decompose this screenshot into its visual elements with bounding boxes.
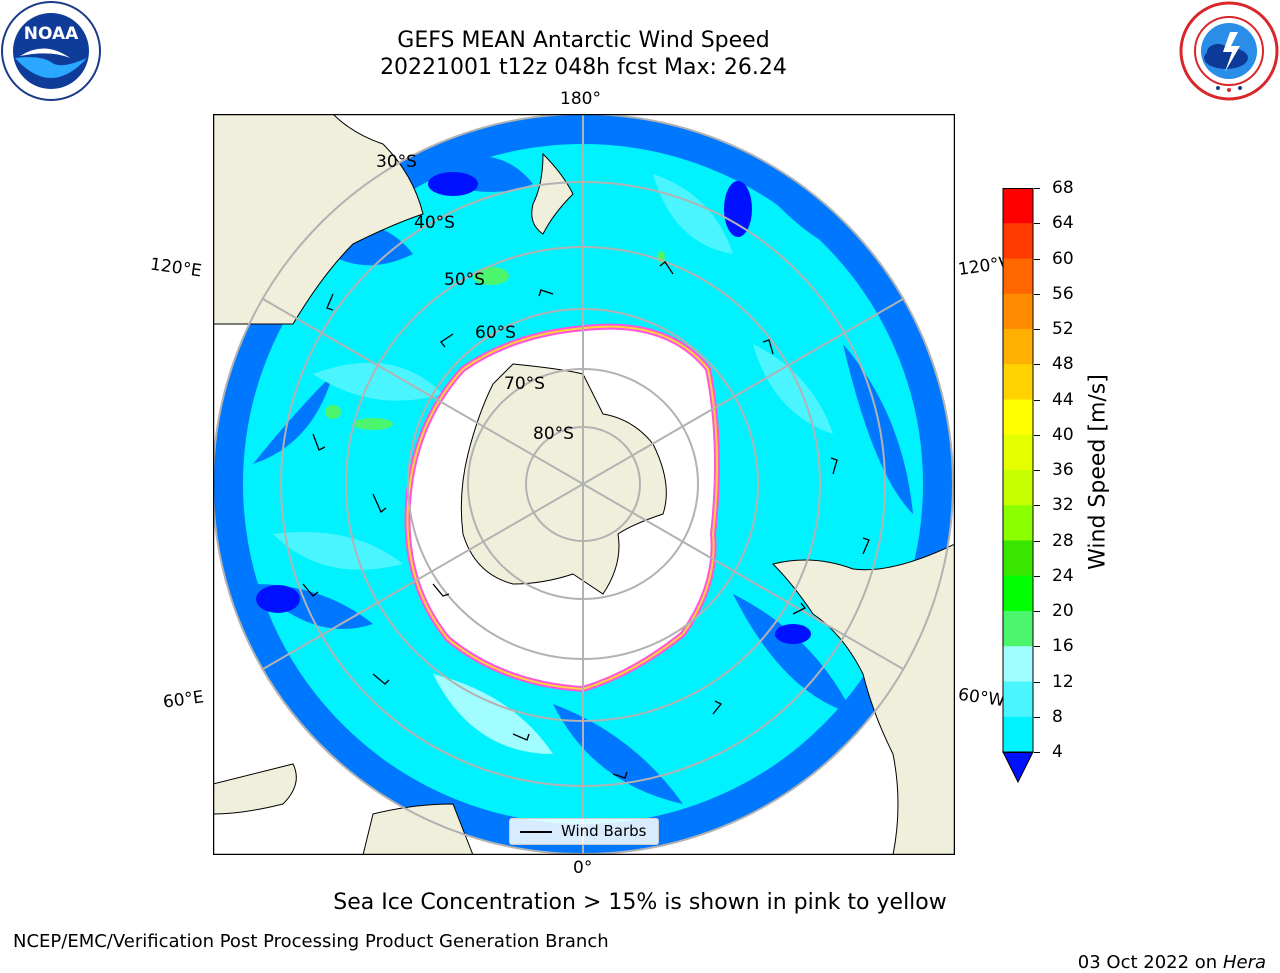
wind-barbs-legend-label: Wind Barbs	[561, 822, 647, 840]
colorbar-band	[1003, 399, 1033, 436]
colorbar-label: Wind Speed [m/s]	[1085, 374, 1111, 570]
lon-label-upper-left: 120°E	[148, 254, 203, 282]
wind-barbs-legend-line	[520, 831, 552, 833]
lat-label-50s: 50°S	[444, 270, 485, 290]
chart-title-line2: 20221001 t12z 048h fcst Max: 26.24	[380, 55, 787, 80]
wind-barbs-legend: Wind Barbs	[509, 818, 659, 845]
colorbar-tick-label: 28	[1052, 530, 1074, 551]
lon-label-bottom: 0°	[573, 858, 593, 878]
colorbar-tick-label: 68	[1052, 178, 1074, 198]
colorbar-tick-mark	[1034, 470, 1040, 471]
colorbar-tick-label: 44	[1052, 389, 1074, 410]
colorbar-tick-label: 20	[1052, 601, 1074, 621]
colorbar-band	[1003, 505, 1033, 541]
colorbar-band	[1003, 434, 1033, 471]
lon-label-top: 180°	[560, 89, 601, 109]
sea-ice-note: Sea Ice Concentration > 15% is shown in …	[333, 890, 947, 915]
footer-left: NCEP/EMC/Verification Post Processing Pr…	[13, 931, 609, 952]
colorbar-tick-mark	[1034, 329, 1040, 330]
colorbar-tick-mark	[1034, 681, 1040, 683]
footer-machine: Hera	[1222, 952, 1266, 973]
colorbar-band	[1003, 646, 1033, 682]
colorbar-band	[1003, 293, 1033, 330]
colorbar-tick-mark	[1034, 575, 1040, 577]
colorbar-tick-mark	[1034, 399, 1040, 401]
colorbar-tick-mark	[1034, 752, 1040, 753]
colorbar-tick-label: 36	[1052, 460, 1074, 480]
colorbar-band	[1003, 575, 1033, 612]
noaa-logo-text: NOAA	[24, 24, 79, 44]
colorbar-tick-label: 56	[1052, 283, 1074, 304]
colorbar-band	[1003, 223, 1033, 259]
colorbar-tick-mark	[1034, 258, 1040, 260]
noaa-logo-icon: NOAA	[1, 1, 101, 101]
colorbar-tick-label: 64	[1052, 213, 1074, 234]
colorbar-tick-mark	[1034, 293, 1040, 295]
footer-date: 03 Oct 2022 on	[1077, 952, 1223, 973]
colorbar-tick-label: 32	[1052, 495, 1074, 516]
colorbar-tick-mark	[1034, 505, 1040, 507]
colorbar-band	[1003, 258, 1033, 295]
colorbar-band	[1003, 329, 1033, 365]
lat-label-60s: 60°S	[475, 323, 516, 343]
map-frame	[212, 113, 956, 856]
colorbar-tick-label: 24	[1052, 565, 1074, 586]
colorbar-tick-label: 48	[1052, 354, 1074, 375]
colorbar-tick-label: 60	[1052, 248, 1074, 269]
antarctica-land	[460, 363, 667, 595]
colorbar-tick-label: 40	[1052, 424, 1074, 445]
lat-label-30s: 30°S	[376, 152, 417, 172]
colorbar-ticks: 68 64 60 56 52 48 44 40 36 32 28 24 20 16 12 8 4	[1034, 178, 1084, 762]
lon-label-lower-left: 60°E	[161, 687, 206, 713]
colorbar-under-arrow	[1002, 751, 1034, 784]
nws-logo-icon	[1179, 1, 1279, 101]
lat-label-80s: 80°S	[533, 424, 574, 444]
colorbar-frame	[1002, 188, 1034, 753]
colorbar-band	[1003, 364, 1033, 400]
colorbar-tick-mark	[1034, 716, 1040, 718]
australia-land	[213, 114, 424, 325]
nws-logo	[1178, 0, 1280, 102]
africa-land	[362, 803, 474, 855]
map-panel	[212, 113, 956, 856]
colorbar-band	[1003, 188, 1033, 224]
madagascar-land	[213, 763, 297, 815]
lon-label-lower-right: 60°W	[956, 684, 1007, 712]
colorbar-band	[1003, 611, 1033, 647]
colorbar-band	[1003, 681, 1033, 718]
colorbar-tick-label: 52	[1052, 319, 1074, 339]
colorbar-tick-mark	[1034, 188, 1040, 189]
colorbar	[1002, 188, 1034, 784]
lat-label-40s: 40°S	[414, 213, 455, 233]
colorbar-tick-label: 8	[1052, 706, 1063, 727]
colorbar-band	[1003, 540, 1033, 577]
wind-barbs	[302, 261, 870, 779]
chart-title-line1: GEFS MEAN Antarctic Wind Speed	[397, 28, 770, 53]
colorbar-tick-label: 4	[1052, 742, 1063, 762]
noaa-logo: NOAA	[0, 0, 102, 102]
colorbar-tick-mark	[1034, 223, 1040, 225]
footer-right: 03 Oct 2022 on Hera	[1066, 931, 1266, 973]
colorbar-tick-mark	[1034, 646, 1040, 648]
colorbar-tick-label: 12	[1052, 671, 1074, 692]
colorbar-band	[1003, 716, 1033, 753]
colorbar-svg	[1002, 188, 1034, 784]
south-america-land	[772, 543, 955, 855]
colorbar-tick-mark	[1034, 611, 1040, 612]
colorbar-tick-mark	[1034, 434, 1040, 436]
lat-label-70s: 70°S	[504, 374, 545, 394]
map-svg	[212, 113, 956, 856]
colorbar-tick-mark	[1034, 540, 1040, 542]
colorbar-tick-label: 16	[1052, 636, 1074, 657]
colorbar-band	[1003, 470, 1033, 506]
colorbar-tick-mark	[1034, 364, 1040, 366]
